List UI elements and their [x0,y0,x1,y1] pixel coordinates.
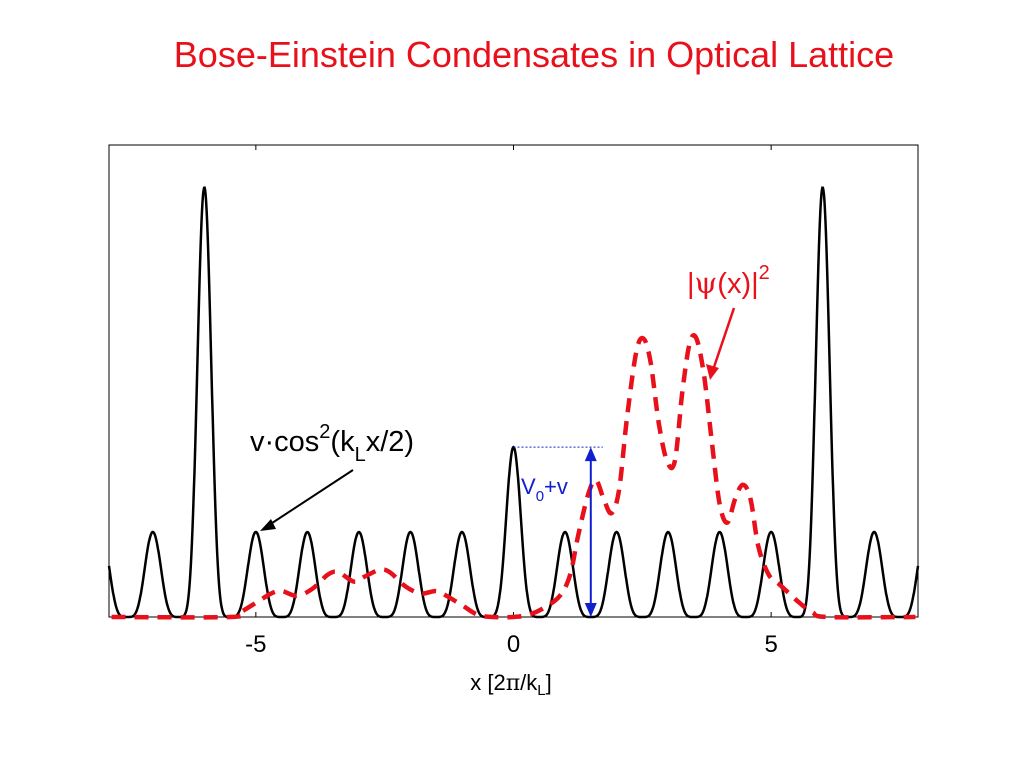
x-axis-label-mid: /k [520,670,538,695]
x-axis-label: x [2π/kL] [470,670,552,699]
density-label-psi: ψ [695,266,718,300]
v0-plus-v-label: V0+v [521,474,568,505]
density-label-sup: 2 [759,262,770,284]
density-pointer-arrow [706,307,736,380]
v-label-sub: 0 [536,488,544,505]
slide-title: Bose-Einstein Condensates in Optical Lat… [173,34,895,75]
potential-label-tail: x/2) [366,426,414,458]
potential-formula-label: v·cos2(kLx/2) [250,421,414,466]
x-axis-label-sub: L [537,682,545,699]
x-axis-label-post: ] [546,670,552,695]
x-tick-label: 5 [764,631,777,658]
x-axis-label-pi: π [506,671,520,696]
axes [108,144,919,618]
potential-label-sup: 2 [319,421,330,443]
potential-label-main: v·cos [250,426,319,458]
v-label-main: V [521,474,536,499]
v0-arrow-head-top [584,447,597,462]
x-axis-label-pre: x [2 [470,670,505,695]
v0-arrow-head-bottom [584,603,597,617]
x-tick-label: 0 [507,631,520,658]
potential-series-line [107,186,920,619]
density-label-pre: | [687,268,695,300]
x-tick-label: -5 [245,631,266,658]
potential-pointer-arrow [260,469,354,531]
density-label-mid: (x)| [717,268,758,300]
series-layer [107,186,920,620]
density-label: |ψ(x)|2 [687,262,770,300]
v0-height-annotation [513,446,603,617]
v-label-tail: +v [544,474,568,499]
x-tick-labels: -5 0 5 [245,631,778,658]
potential-label-paren: (k [330,426,355,458]
plot-frame [108,144,919,618]
potential-label-sub: L [355,444,366,466]
density-series-line [111,333,916,620]
